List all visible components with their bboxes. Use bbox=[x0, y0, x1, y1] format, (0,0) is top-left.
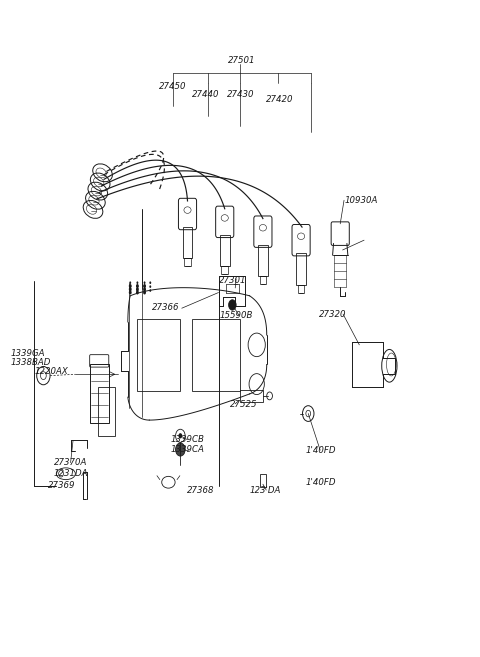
Circle shape bbox=[144, 285, 145, 288]
Text: 1220AX: 1220AX bbox=[35, 367, 69, 376]
Bar bbox=[90, 365, 109, 423]
Text: 27370A: 27370A bbox=[54, 458, 87, 467]
Text: 1'40FD: 1'40FD bbox=[306, 478, 336, 487]
Text: 1338BAD: 1338BAD bbox=[11, 358, 51, 367]
Text: 27430: 27430 bbox=[227, 90, 254, 99]
Circle shape bbox=[136, 285, 138, 288]
Circle shape bbox=[129, 290, 132, 294]
Bar bbox=[183, 227, 192, 258]
Text: 27440: 27440 bbox=[192, 90, 220, 99]
Text: 27420: 27420 bbox=[266, 95, 294, 104]
Circle shape bbox=[144, 281, 145, 284]
Bar bbox=[296, 253, 306, 284]
Bar bbox=[137, 319, 180, 391]
Text: 1339GA: 1339GA bbox=[11, 349, 46, 358]
Text: 1339CB: 1339CB bbox=[171, 435, 204, 444]
Circle shape bbox=[149, 289, 151, 292]
Bar bbox=[98, 388, 115, 436]
Circle shape bbox=[129, 284, 132, 288]
Circle shape bbox=[228, 300, 236, 310]
Text: 27501: 27501 bbox=[228, 56, 255, 65]
Bar bbox=[221, 266, 228, 274]
Circle shape bbox=[136, 287, 139, 291]
Bar bbox=[192, 319, 240, 391]
Text: 27301: 27301 bbox=[218, 275, 246, 284]
Circle shape bbox=[143, 284, 146, 288]
Text: 10930A: 10930A bbox=[345, 196, 378, 205]
Circle shape bbox=[129, 281, 131, 284]
Bar bbox=[260, 474, 266, 487]
Circle shape bbox=[136, 281, 138, 284]
Circle shape bbox=[179, 433, 182, 438]
Circle shape bbox=[176, 443, 185, 456]
Text: 27369: 27369 bbox=[48, 481, 76, 490]
Circle shape bbox=[143, 287, 146, 291]
Circle shape bbox=[143, 290, 146, 294]
Circle shape bbox=[149, 285, 151, 288]
Bar bbox=[258, 245, 268, 276]
Circle shape bbox=[136, 290, 139, 294]
Text: 27366: 27366 bbox=[152, 303, 179, 312]
Bar bbox=[260, 276, 266, 284]
Text: 1231DA: 1231DA bbox=[54, 469, 88, 478]
Circle shape bbox=[144, 289, 145, 292]
Text: 27525: 27525 bbox=[229, 400, 257, 409]
Text: 1339CA: 1339CA bbox=[171, 445, 204, 454]
Bar bbox=[184, 258, 191, 266]
Text: 27450: 27450 bbox=[159, 82, 186, 91]
Text: 123'DA: 123'DA bbox=[250, 486, 281, 495]
Circle shape bbox=[129, 285, 131, 288]
Text: 15590B: 15590B bbox=[220, 311, 253, 320]
Text: 27368: 27368 bbox=[187, 486, 214, 495]
Circle shape bbox=[136, 284, 139, 288]
Circle shape bbox=[136, 289, 138, 292]
Text: 1'40FD: 1'40FD bbox=[306, 445, 336, 455]
Bar bbox=[298, 284, 304, 292]
Circle shape bbox=[149, 281, 151, 284]
Text: 27320: 27320 bbox=[319, 309, 346, 319]
Circle shape bbox=[129, 289, 131, 292]
Bar bbox=[220, 235, 229, 266]
Circle shape bbox=[129, 287, 132, 291]
Bar bbox=[240, 390, 263, 402]
